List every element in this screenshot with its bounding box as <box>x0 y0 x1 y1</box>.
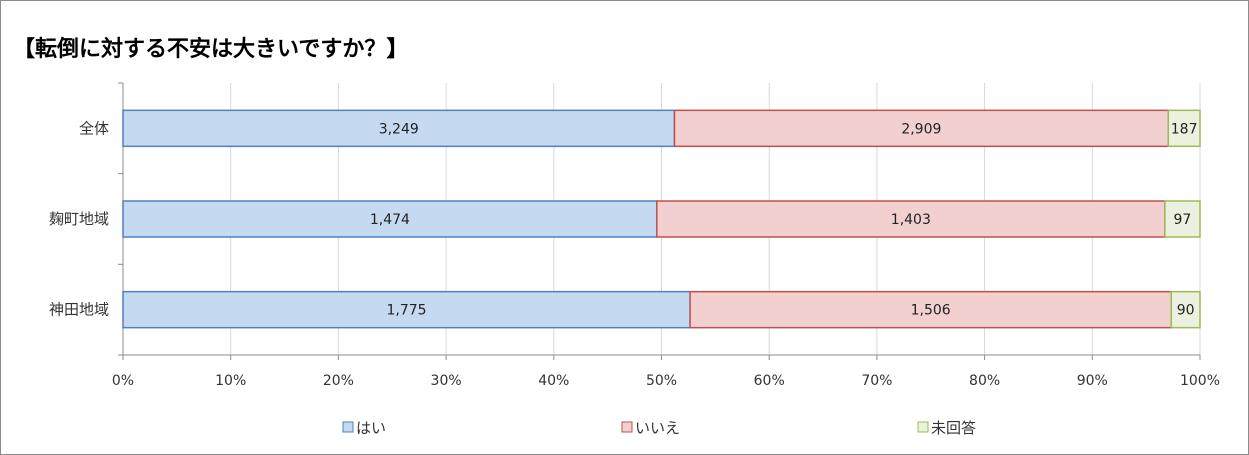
x-tick-label: 90% <box>1077 373 1108 389</box>
x-tick-label: 30% <box>431 373 462 389</box>
x-tick-label: 80% <box>969 373 1000 389</box>
data-label: 1,775 <box>387 303 427 319</box>
data-label: 187 <box>1171 121 1198 137</box>
x-tick-label: 60% <box>754 373 785 389</box>
data-label: 1,403 <box>891 212 931 228</box>
data-label: 97 <box>1174 212 1192 228</box>
data-label: 1,506 <box>911 303 951 319</box>
x-tick-label: 40% <box>538 373 569 389</box>
category-label: 神田地域 <box>49 301 109 319</box>
legend-label: はい <box>356 419 386 437</box>
data-label: 3,249 <box>379 121 419 137</box>
x-tick-label: 0% <box>112 373 134 389</box>
x-tick-label: 100% <box>1180 373 1220 389</box>
x-tick-label: 70% <box>861 373 892 389</box>
data-label: 2,909 <box>901 121 941 137</box>
legend-swatch <box>917 421 929 433</box>
bar-segment <box>122 200 658 238</box>
legend-label: 未回答 <box>931 419 976 437</box>
bar-segment <box>1170 290 1201 329</box>
bar-segment <box>689 290 1172 329</box>
x-tick-label: 50% <box>646 373 677 389</box>
legend-swatch <box>621 421 633 433</box>
x-tick-label: 20% <box>323 373 354 389</box>
bar-segment <box>673 109 1170 148</box>
category-label: 麹町地域 <box>49 210 109 228</box>
chart-title: 【転倒に対する不安は大きいですか？】 <box>13 37 409 62</box>
data-label: 90 <box>1177 303 1195 319</box>
bar-segment <box>1167 109 1201 148</box>
category-label: 全体 <box>79 119 109 137</box>
legend-label: いいえ <box>635 419 680 437</box>
bar-segment <box>1164 200 1201 238</box>
legend-swatch <box>342 421 354 433</box>
data-label: 1,474 <box>370 212 410 228</box>
x-tick-label: 10% <box>215 373 246 389</box>
